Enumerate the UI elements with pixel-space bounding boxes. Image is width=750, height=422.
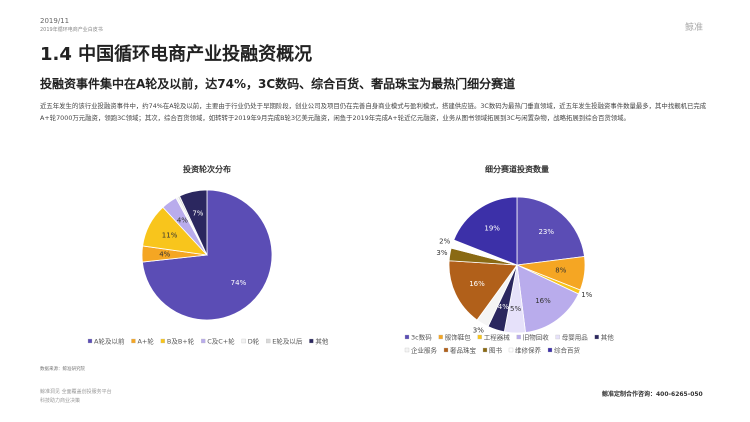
legend-swatch	[482, 347, 488, 353]
legend-label: A轮及以前	[94, 337, 125, 346]
data-label: 19%	[484, 224, 500, 232]
legend-label: 企业服务	[411, 346, 438, 355]
headline: 投融资事件集中在A轮及以前，达74%，3C数码、综合百货、奢品珠宝为最热门细分赛…	[40, 77, 516, 91]
data-label: 23%	[538, 228, 554, 236]
chart-title: 投资轮次分布	[183, 164, 231, 174]
legend-swatch	[309, 338, 314, 344]
chart-title: 细分赛道投资数量	[485, 164, 549, 174]
legend-swatch	[87, 338, 93, 344]
legend-label: D轮	[248, 337, 260, 346]
legend-swatch	[266, 338, 271, 344]
data-label: 4%	[177, 217, 188, 225]
data-label: 3%	[473, 326, 484, 334]
footer-left: 鲸准洞见 全面覆盖创投服务平台	[40, 389, 112, 395]
legend-swatch	[241, 338, 246, 344]
data-label: 5%	[510, 305, 521, 313]
logo: 鲸准	[685, 23, 704, 33]
pie-slice	[448, 260, 518, 321]
legend-label: 3c数码	[411, 333, 432, 342]
legend-label: 奢品珠宝	[450, 346, 477, 355]
legend-swatch	[555, 334, 560, 340]
legend-swatch	[477, 334, 482, 340]
date: 2019/11	[40, 17, 70, 25]
paragraph: 近五年发生的该行业投融资事件中，约74%在A轮及以前，主要由于行业仍处于早期阶段…	[40, 102, 707, 122]
legend-label: 其他	[315, 337, 329, 346]
legend-label: 图书	[489, 346, 503, 355]
data-label: 1%	[581, 291, 592, 299]
title: 1.4 中国循环电商产业投融资概况	[40, 44, 313, 65]
pie-slice	[179, 189, 208, 256]
data-label: 4%	[498, 303, 509, 311]
data-label: 7%	[192, 210, 203, 218]
footer-left: 科技助力商业决策	[40, 398, 81, 404]
report-name: 2019年循环电商产业白皮书	[40, 27, 103, 33]
data-label: 16%	[535, 297, 551, 305]
data-label: 16%	[469, 280, 485, 288]
data-label: 8%	[555, 267, 566, 275]
legend-swatch	[443, 347, 449, 353]
legend-label: 旧物回收	[523, 333, 550, 342]
data-label: 74%	[231, 279, 247, 287]
legend-label: 维修保养	[515, 346, 542, 355]
legend-label: 工程器械	[484, 333, 511, 342]
legend-swatch	[516, 334, 521, 340]
legend-swatch	[404, 347, 410, 353]
pie-slice	[516, 196, 585, 266]
pie-slice	[516, 264, 580, 333]
legend-label: E轮及以后	[272, 337, 303, 346]
legend-label: C及C+轮	[207, 337, 235, 346]
legend-swatch	[438, 334, 443, 340]
legend-swatch	[404, 334, 410, 340]
legend-swatch	[201, 338, 206, 344]
data-label: 2%	[439, 238, 450, 246]
data-label: 11%	[162, 231, 178, 239]
legend-label: 服饰鞋包	[445, 333, 472, 342]
data-label: 3%	[436, 249, 447, 257]
legend-label: B及B+轮	[167, 337, 195, 346]
legend-label: 综合百货	[554, 346, 581, 355]
legend-label: A+轮	[137, 337, 154, 346]
data-label: 4%	[159, 250, 170, 258]
source: 数据来源：鲸准研究院	[40, 367, 85, 372]
legend-swatch	[594, 334, 599, 340]
pie-slice	[453, 196, 518, 266]
footer-right: 鲸准定制合作咨询：400-6265-050	[602, 391, 703, 398]
legend-swatch	[131, 338, 136, 344]
legend-swatch	[160, 338, 166, 344]
legend-label: 母婴用品	[562, 334, 588, 342]
legend-label: 其他	[601, 333, 615, 342]
legend-swatch	[547, 347, 553, 353]
legend-swatch	[508, 347, 514, 353]
